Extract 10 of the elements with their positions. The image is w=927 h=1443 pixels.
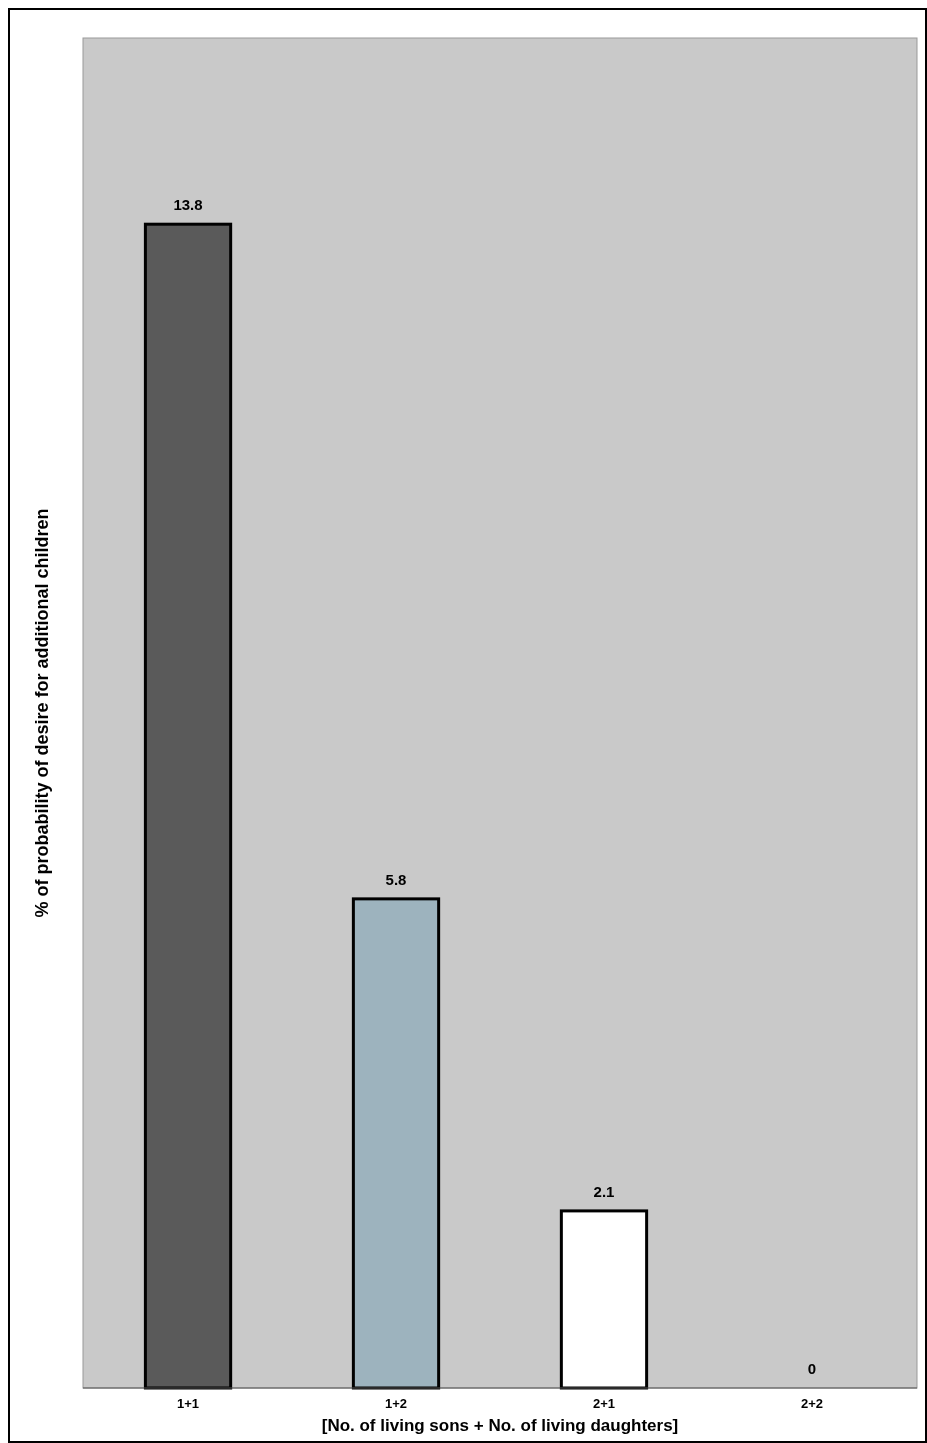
x-axis-title: [No. of living sons + No. of living daughters] (321, 1416, 679, 1435)
y-axis-title: % of probability of desire for additional children (32, 508, 52, 918)
data-label: 13.8 (173, 196, 203, 214)
data-label: 0 (807, 1360, 817, 1377)
x-tick-label: 1+1 (177, 1396, 200, 1411)
x-tick-label: 2+1 (592, 1396, 616, 1411)
data-label: 5.8 (385, 870, 407, 888)
x-tick-label: 1+2 (384, 1396, 408, 1411)
data-label: 2.1 (593, 1182, 615, 1200)
x-tick-label: 2+2 (800, 1396, 823, 1411)
